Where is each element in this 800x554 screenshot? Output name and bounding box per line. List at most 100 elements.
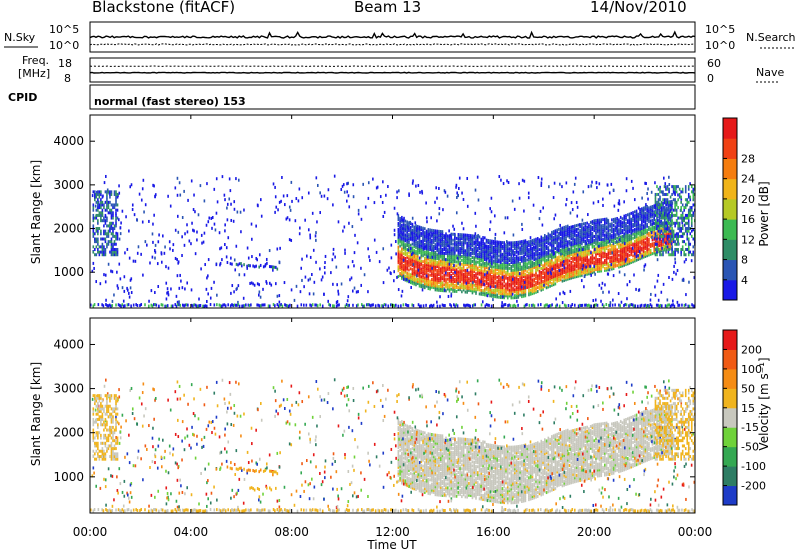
power-cell [441, 285, 444, 289]
power-cell [552, 273, 555, 277]
power-cell [547, 257, 550, 261]
power-cell [644, 225, 647, 229]
power-cell [602, 290, 604, 294]
power-cell [648, 216, 650, 220]
power-cell [425, 261, 428, 265]
power-cell [535, 271, 537, 275]
power-cell [445, 236, 447, 240]
power-cell [475, 280, 477, 284]
power-cell [221, 175, 224, 179]
power-cell [154, 256, 156, 260]
power-cell [468, 245, 470, 249]
power-cell [423, 235, 426, 239]
power-cell [626, 252, 629, 256]
power-cell [611, 267, 613, 271]
power-cell [510, 282, 513, 286]
power-cell [664, 185, 667, 189]
power-cell [559, 244, 562, 248]
power-cell [179, 273, 181, 277]
power-cell [452, 262, 454, 266]
power-cell [446, 248, 449, 252]
power-cell [406, 222, 408, 226]
power-cell [651, 242, 654, 246]
power-cell [446, 256, 449, 260]
power-cell [584, 243, 587, 247]
power-cell [97, 250, 99, 254]
power-cell [116, 195, 119, 199]
power-cell [575, 224, 578, 228]
power-cell [614, 254, 617, 258]
power-cell [116, 216, 119, 220]
power-cell [642, 224, 645, 228]
power-cell [536, 256, 539, 260]
power-cell [438, 231, 440, 235]
power-cell [565, 266, 567, 270]
power-cell [103, 245, 105, 249]
power-heatmap-cells [90, 174, 696, 308]
power-cell [314, 234, 317, 238]
power-cell [104, 190, 107, 194]
power-cell [464, 237, 467, 241]
power-cell [315, 238, 317, 242]
power-cell [439, 249, 442, 253]
power-cell [653, 214, 656, 218]
power-cell [641, 221, 643, 225]
power-cell [586, 237, 588, 241]
power-cell [646, 246, 648, 250]
power-cell [565, 256, 567, 260]
power-cell [582, 238, 585, 242]
power-cell [492, 281, 495, 285]
power-cell [128, 256, 131, 260]
power-cell [619, 229, 622, 233]
power-cell [500, 242, 503, 246]
power-cell [429, 240, 431, 244]
power-cell [323, 265, 326, 269]
power-cell [413, 245, 416, 249]
power-cell [120, 221, 122, 225]
power-cell [448, 279, 451, 283]
power-cell [639, 241, 641, 245]
power-cell [113, 240, 116, 244]
power-cell [439, 275, 442, 279]
power-cell [529, 241, 532, 245]
power-cell [561, 234, 564, 238]
power-cell [411, 256, 414, 260]
power-cell [454, 270, 456, 274]
power-cell [103, 219, 105, 223]
power-cell [253, 283, 256, 287]
power-cell [409, 273, 412, 277]
power-cell [115, 216, 117, 220]
power-cell [626, 244, 629, 248]
power-cell [572, 270, 574, 274]
power-cell [533, 263, 536, 267]
power-cell [556, 242, 558, 246]
power-cell [538, 257, 541, 261]
power-cell [475, 283, 477, 287]
power-cell [581, 230, 583, 234]
power-cell [238, 262, 241, 266]
power-cell [468, 255, 470, 259]
power-cell [401, 289, 404, 293]
power-cell [443, 267, 446, 271]
power-cell [552, 247, 555, 251]
power-cell [347, 181, 349, 185]
power-cell [633, 257, 636, 261]
power-cell [144, 203, 147, 207]
power-cell [494, 259, 497, 263]
power-cell [566, 273, 569, 277]
power-cell [445, 279, 447, 283]
power-cell [411, 264, 414, 268]
power-cell [418, 270, 421, 274]
power-cell [671, 277, 674, 281]
power-cell [91, 269, 94, 273]
power-cell [484, 267, 486, 271]
power-cell [416, 262, 419, 266]
power-cell [220, 246, 223, 250]
power-cell [510, 259, 513, 263]
power-cell [607, 227, 610, 231]
power-cell [537, 176, 540, 180]
power-cell [540, 276, 543, 280]
power-cell [431, 234, 433, 238]
power-cell [579, 274, 581, 278]
power-cell [558, 271, 560, 275]
